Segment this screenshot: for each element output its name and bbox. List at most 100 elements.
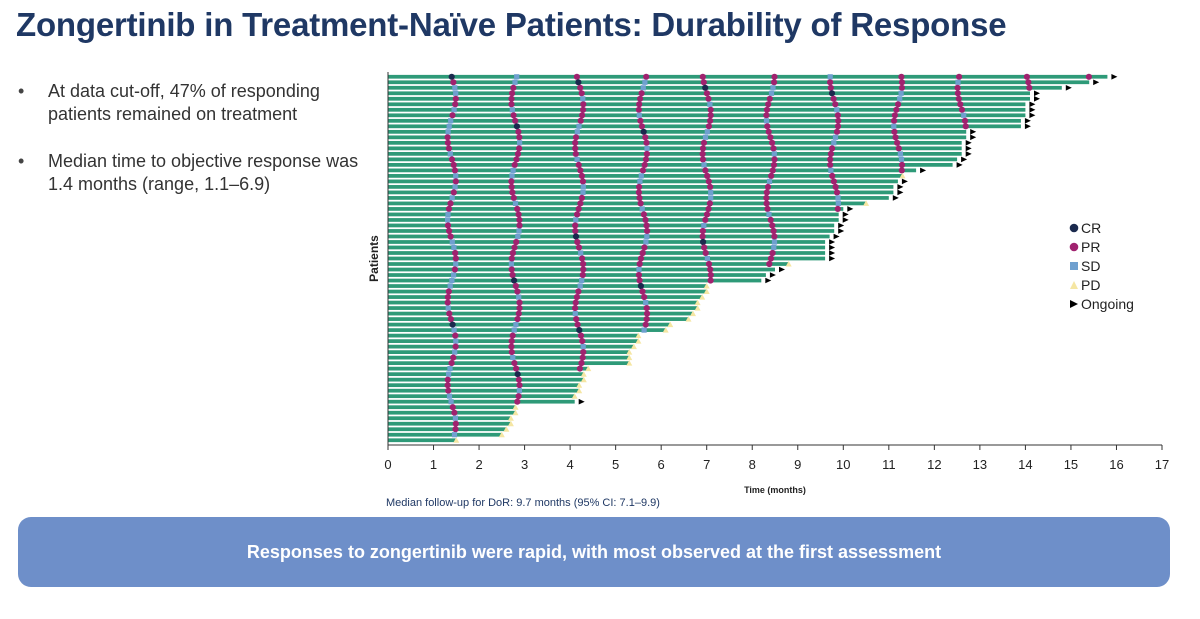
sd-marker (638, 173, 644, 179)
pr-marker (445, 387, 452, 394)
sd-marker (449, 239, 455, 245)
sd-marker (831, 140, 837, 146)
pr-marker (766, 95, 773, 102)
patient-bar (388, 311, 693, 316)
pr-marker (449, 404, 456, 411)
patient-bar (388, 432, 502, 437)
pr-marker (891, 112, 899, 119)
pr-marker (449, 112, 456, 119)
pr-marker (444, 299, 451, 306)
sd-marker (517, 140, 523, 146)
pr-marker (763, 194, 770, 201)
sd-marker (827, 74, 833, 80)
sd-marker (580, 344, 586, 350)
pr-marker (509, 189, 516, 196)
pr-marker (830, 95, 837, 102)
pr-marker (508, 101, 515, 108)
pd-marker (630, 343, 637, 350)
pd-marker (585, 365, 592, 372)
pd-marker (626, 349, 633, 355)
pr-marker (575, 205, 582, 212)
patient-bar (388, 85, 1062, 90)
sd-marker (445, 129, 451, 135)
sd-marker (835, 195, 841, 201)
sd-marker (704, 129, 710, 135)
sd-marker (453, 261, 459, 267)
pr-marker (768, 172, 775, 179)
sd-marker (898, 90, 904, 96)
pr-marker (637, 200, 644, 207)
patient-bar (388, 129, 967, 134)
patient-bar (388, 251, 826, 255)
cr-marker (828, 90, 836, 97)
pr-marker (640, 211, 648, 218)
pr-marker (444, 294, 451, 301)
pr-marker (444, 139, 451, 146)
pr-marker (827, 150, 835, 157)
pr-marker (898, 167, 905, 174)
pr-marker (508, 90, 516, 97)
sd-marker (702, 134, 709, 140)
pr-marker (898, 79, 906, 86)
pr-marker (508, 255, 515, 262)
pr-marker (636, 260, 643, 268)
pr-marker (515, 310, 522, 317)
pr-marker (513, 238, 520, 246)
pd-marker (667, 321, 674, 328)
patient-bar (388, 421, 511, 426)
sd-marker (642, 79, 648, 85)
pr-marker (516, 134, 523, 141)
x-tick-label: 13 (973, 457, 987, 472)
sd-marker (641, 327, 647, 333)
pr-marker (445, 205, 453, 212)
sd-marker (707, 101, 713, 107)
pr-marker (891, 128, 898, 135)
pr-marker (1085, 73, 1092, 80)
x-tick-label: 5 (612, 457, 619, 472)
pr-marker (510, 84, 517, 91)
ongoing-marker (965, 145, 972, 152)
pr-marker (448, 156, 456, 163)
pr-marker (699, 145, 707, 152)
sd-marker (766, 178, 773, 184)
bullet-item: • At data cut-off, 47% of responding pati… (18, 80, 368, 126)
pr-marker (832, 101, 839, 108)
pr-marker (898, 84, 906, 91)
pr-marker (508, 183, 515, 190)
pr-marker (833, 128, 841, 135)
patient-bar (388, 377, 584, 382)
pr-marker (451, 409, 458, 416)
page-title: Zongertinib in Treatment-Naïve Patients:… (16, 6, 1007, 43)
ongoing-marker (779, 266, 785, 273)
ongoing-marker (1024, 118, 1031, 124)
patient-bar (388, 438, 457, 443)
sd-marker (835, 200, 841, 206)
pr-marker (452, 255, 459, 262)
patient-bar (388, 284, 707, 288)
pr-marker (638, 90, 645, 97)
pr-marker (512, 282, 519, 290)
cr-marker (514, 371, 521, 378)
sd-marker (643, 300, 649, 306)
patient-bar (388, 306, 698, 310)
pr-marker (579, 354, 586, 361)
pr-marker (450, 79, 457, 86)
pr-marker (573, 316, 580, 323)
legend-ongoing-icon (1070, 300, 1078, 308)
pr-marker (575, 161, 582, 168)
ongoing-marker (842, 211, 849, 218)
pr-marker (764, 123, 771, 130)
ongoing-marker (920, 167, 927, 174)
pr-marker (643, 305, 650, 312)
patient-bar (388, 201, 867, 206)
pr-marker (962, 123, 969, 130)
pr-marker (574, 211, 581, 218)
pr-marker (894, 139, 901, 146)
pr-marker (635, 189, 643, 196)
pd-marker (507, 415, 514, 421)
pd-marker (507, 420, 514, 427)
sd-marker (449, 277, 455, 284)
pr-marker (509, 249, 516, 257)
pd-marker (662, 327, 669, 333)
